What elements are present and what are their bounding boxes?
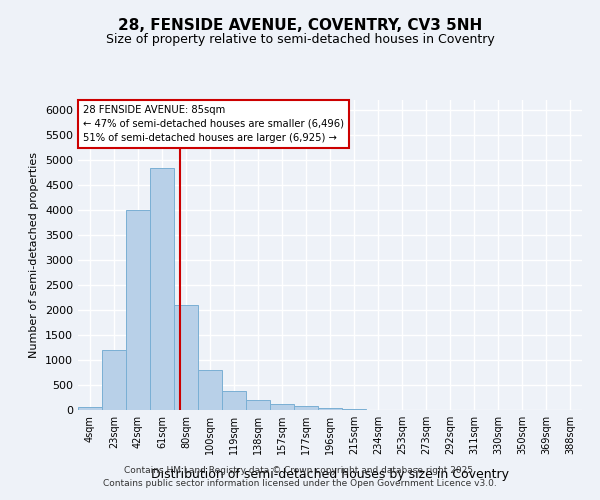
Bar: [198, 370, 222, 410]
Bar: [246, 400, 270, 410]
Bar: [294, 406, 318, 410]
Bar: [270, 404, 294, 410]
Bar: [342, 408, 366, 410]
Bar: [78, 406, 102, 410]
X-axis label: Distribution of semi-detached houses by size in Coventry: Distribution of semi-detached houses by …: [151, 468, 509, 481]
Text: Contains HM Land Registry data © Crown copyright and database right 2025.
Contai: Contains HM Land Registry data © Crown c…: [103, 466, 497, 487]
Bar: [150, 168, 174, 410]
Bar: [174, 305, 198, 410]
Bar: [126, 210, 150, 410]
Text: 28 FENSIDE AVENUE: 85sqm
← 47% of semi-detached houses are smaller (6,496)
51% o: 28 FENSIDE AVENUE: 85sqm ← 47% of semi-d…: [83, 104, 344, 142]
Bar: [318, 408, 342, 410]
Bar: [102, 350, 126, 410]
Y-axis label: Number of semi-detached properties: Number of semi-detached properties: [29, 152, 40, 358]
Text: 28, FENSIDE AVENUE, COVENTRY, CV3 5NH: 28, FENSIDE AVENUE, COVENTRY, CV3 5NH: [118, 18, 482, 32]
Bar: [222, 390, 246, 410]
Text: Size of property relative to semi-detached houses in Coventry: Size of property relative to semi-detach…: [106, 32, 494, 46]
